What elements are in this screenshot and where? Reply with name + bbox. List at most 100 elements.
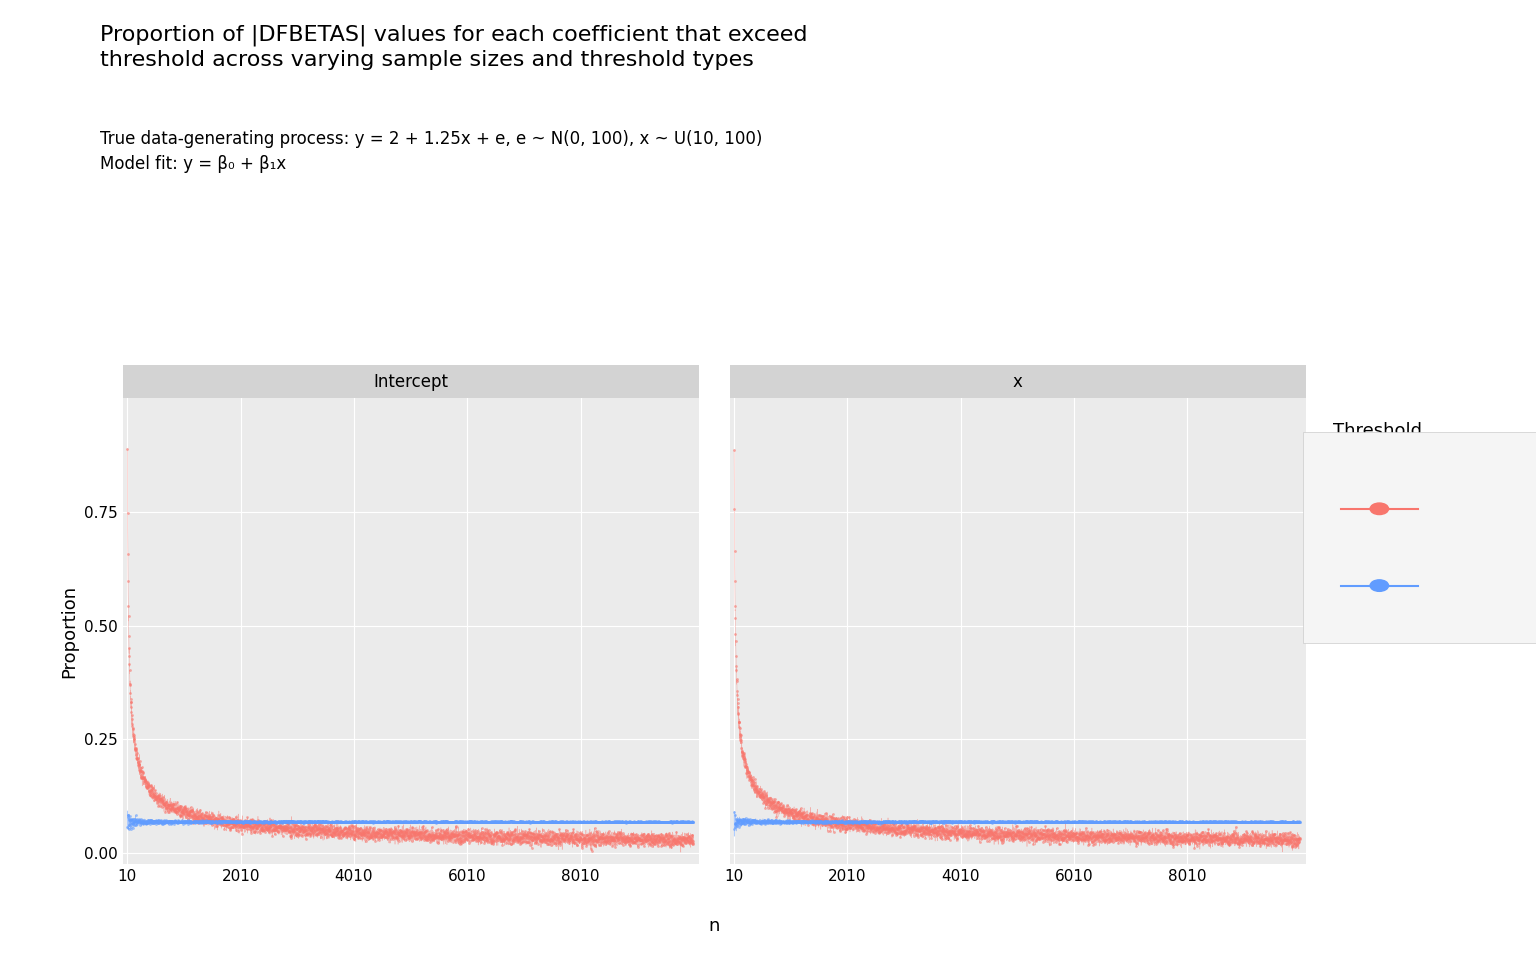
Point (289, 814, 313, 829)
Point (925, 820, 949, 835)
Point (653, 837, 677, 852)
Point (1170, 814, 1195, 829)
Point (525, 836, 550, 852)
Point (373, 814, 398, 829)
Point (723, 627, 748, 642)
Point (952, 828, 977, 844)
Point (309, 822, 333, 837)
Point (584, 832, 608, 848)
Point (796, 814, 820, 829)
Point (1046, 814, 1071, 829)
Point (329, 824, 353, 839)
Point (1215, 828, 1240, 844)
Point (668, 830, 693, 846)
Point (1060, 825, 1084, 840)
Point (822, 815, 846, 830)
Point (1180, 831, 1204, 847)
Point (240, 814, 264, 829)
Point (433, 814, 458, 829)
Point (233, 814, 258, 829)
Point (1250, 814, 1275, 829)
Point (622, 814, 647, 829)
Point (404, 827, 429, 842)
Point (1275, 832, 1299, 848)
Point (576, 830, 601, 846)
Point (803, 814, 828, 829)
Point (948, 823, 972, 838)
Point (788, 814, 813, 829)
Point (276, 813, 301, 828)
Point (1028, 831, 1052, 847)
Point (309, 824, 333, 839)
Point (991, 834, 1015, 850)
Point (980, 814, 1005, 829)
Point (381, 814, 406, 829)
Point (1140, 814, 1164, 829)
Point (820, 819, 845, 834)
Point (644, 814, 668, 829)
Point (634, 828, 659, 844)
Point (1071, 831, 1095, 847)
Point (584, 814, 608, 829)
Point (737, 815, 762, 830)
Point (1075, 813, 1100, 828)
Point (164, 813, 189, 828)
Point (1283, 839, 1307, 854)
Point (318, 816, 343, 831)
Point (217, 815, 241, 830)
Point (974, 814, 998, 829)
Point (303, 814, 327, 829)
Point (731, 812, 756, 828)
Point (1078, 830, 1103, 846)
Point (571, 830, 596, 846)
Point (281, 824, 306, 839)
Point (280, 814, 304, 829)
Point (1154, 833, 1178, 849)
Point (495, 830, 519, 846)
Point (376, 828, 401, 843)
Point (1279, 814, 1304, 829)
Point (573, 832, 598, 848)
Point (373, 814, 398, 829)
Point (263, 814, 287, 829)
Point (401, 824, 425, 839)
Point (349, 814, 373, 829)
Point (975, 824, 1000, 839)
Point (504, 831, 528, 847)
Point (539, 814, 564, 829)
Point (332, 826, 356, 841)
Point (605, 824, 630, 839)
Point (332, 815, 356, 830)
Point (392, 814, 416, 829)
Point (677, 834, 702, 850)
Point (857, 814, 882, 829)
Point (1034, 823, 1058, 838)
Point (406, 814, 430, 829)
Point (570, 814, 594, 829)
Point (1074, 831, 1098, 847)
Point (1103, 830, 1127, 846)
Point (660, 814, 685, 829)
Point (986, 820, 1011, 835)
Point (671, 814, 696, 829)
Point (1137, 814, 1161, 829)
Point (938, 828, 963, 843)
Point (733, 812, 757, 828)
Point (358, 814, 382, 829)
Point (246, 816, 270, 831)
Point (564, 814, 588, 829)
Point (425, 835, 450, 851)
Point (791, 815, 816, 830)
Point (1149, 814, 1174, 829)
Point (333, 814, 358, 829)
Point (214, 814, 238, 829)
Point (527, 814, 551, 829)
Point (352, 827, 376, 842)
Point (1166, 828, 1190, 844)
Point (224, 814, 249, 829)
Point (1115, 814, 1140, 829)
Point (998, 826, 1023, 841)
Point (1204, 814, 1229, 829)
Point (123, 813, 147, 828)
Point (238, 813, 263, 828)
